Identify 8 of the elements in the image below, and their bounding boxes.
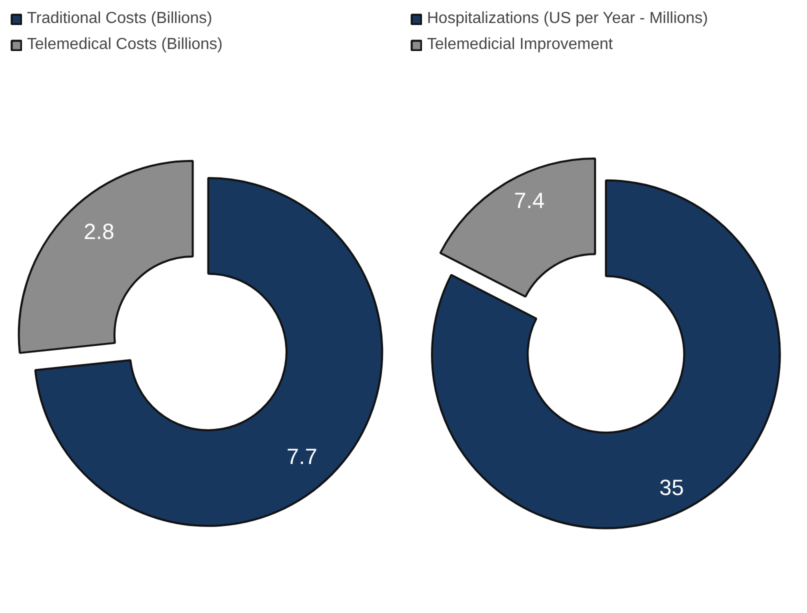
legend-label: Traditional Costs (Billions) [27,10,212,28]
data-label: 7.7 [286,444,318,469]
data-label: 35 [659,474,684,500]
legend-label: Telemedical Costs (Billions) [27,36,223,54]
data-label: 2.8 [84,218,114,244]
data-label: 7.4 [514,188,545,213]
legend-label: Telemedicial Improvement [427,36,613,54]
legend-label: Hospitalizations (US per Year - Millions) [427,10,708,28]
